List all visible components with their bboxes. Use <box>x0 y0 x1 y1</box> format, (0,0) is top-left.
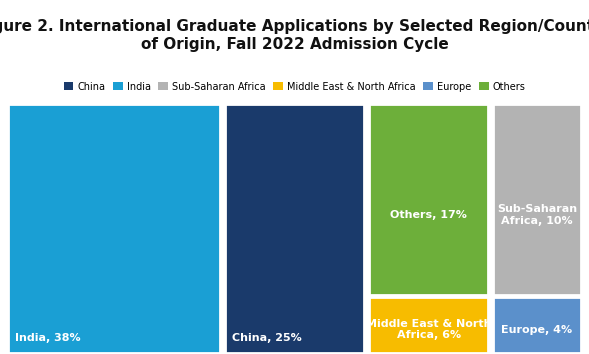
Legend: China, India, Sub-Saharan Africa, Middle East & North Africa, Europe, Others: China, India, Sub-Saharan Africa, Middle… <box>64 82 525 92</box>
Text: Europe, 4%: Europe, 4% <box>501 325 573 335</box>
Text: Sub-Saharan
Africa, 10%: Sub-Saharan Africa, 10% <box>497 204 577 225</box>
Bar <box>224 104 365 353</box>
Text: China, 25%: China, 25% <box>231 333 302 343</box>
Text: Figure 2. International Graduate Applications by Selected Region/Country
of Orig: Figure 2. International Graduate Applica… <box>0 19 589 52</box>
Text: Middle East & North
Africa, 6%: Middle East & North Africa, 6% <box>366 319 491 340</box>
Text: India, 38%: India, 38% <box>15 333 81 343</box>
Bar <box>493 104 581 295</box>
Bar <box>369 104 488 295</box>
Bar <box>493 297 581 353</box>
Text: Others, 17%: Others, 17% <box>391 210 467 220</box>
Bar <box>8 104 220 353</box>
Bar <box>369 297 488 353</box>
